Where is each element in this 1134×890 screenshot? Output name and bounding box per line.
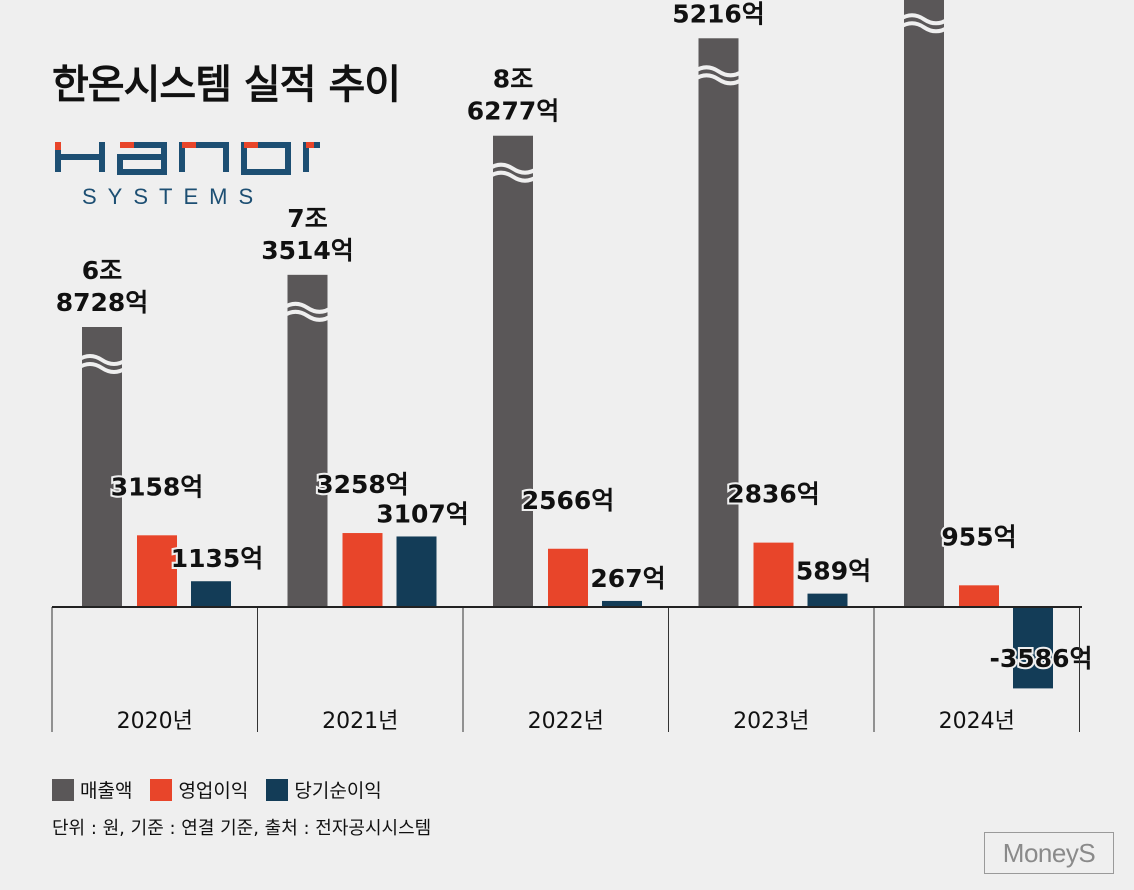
- label-net-2: 267억: [590, 564, 665, 593]
- bar-operating-3: [753, 542, 794, 607]
- label-operating-4: 955억: [941, 522, 1016, 551]
- label-revenue-rest-2: 6277억: [467, 97, 560, 126]
- label-revenue-trillion-1: 7조: [287, 204, 327, 233]
- page-title: 한온시스템 실적 추이: [52, 62, 401, 108]
- category-label-2: 2022년: [528, 709, 604, 734]
- axis-break-mark-0: [76, 354, 128, 374]
- svg-text:SYSTEMS: SYSTEMS: [82, 184, 264, 209]
- bar-operating-2: [548, 548, 588, 607]
- axis-break-mark-4: [898, 13, 950, 34]
- moneys-watermark: MoneyS: [984, 832, 1114, 874]
- bar-operating-0: [137, 535, 177, 607]
- label-revenue-rest-3: 5216억: [672, 0, 765, 28]
- label-operating-0: 3158억: [111, 472, 204, 501]
- label-revenue-trillion-2: 8조: [493, 65, 533, 94]
- legend-item-net: 당기순이익: [266, 776, 382, 803]
- bar-net-2: [602, 600, 642, 607]
- legend-item-revenue: 매출액: [52, 776, 132, 803]
- label-operating-1: 3258억: [316, 470, 409, 499]
- bar-operating-4: [959, 585, 999, 607]
- axis-break-mark-3: [693, 65, 744, 86]
- bar-net-4: [1013, 607, 1053, 689]
- hanon-systems-logo: SYSTEMS: [55, 142, 320, 209]
- legend-swatch-net: [266, 778, 289, 801]
- bar-revenue-3: [698, 38, 739, 607]
- bar-net-3: [807, 593, 848, 607]
- category-label-1: 2021년: [322, 709, 398, 734]
- label-revenue-rest-0: 8728억: [56, 288, 149, 317]
- legend-swatch-revenue: [52, 778, 74, 801]
- axis-break-mark-2: [487, 162, 539, 183]
- legend-swatch-operating: [150, 778, 173, 801]
- label-operating-2: 2566억: [522, 486, 615, 515]
- source-note: 단위 : 원, 기준 : 연결 기준, 출처 : 전자공시시스템: [52, 818, 432, 839]
- legend: 매출액 영업이익 당기순이익: [52, 776, 400, 803]
- category-label-0: 2020년: [117, 709, 193, 734]
- label-net-0: 1135억: [171, 544, 264, 573]
- category-label-4: 2024년: [939, 709, 1015, 734]
- bar-net-1: [396, 536, 437, 607]
- legend-label-operating: 영업이익: [178, 780, 249, 802]
- bar-operating-1: [342, 533, 383, 607]
- bar-revenue-4: [904, 0, 944, 607]
- axis-break-mark-1: [282, 301, 333, 322]
- legend-label-revenue: 매출액: [80, 780, 133, 802]
- bar-revenue-1: [287, 274, 328, 607]
- label-revenue-trillion-0: 6조: [82, 256, 122, 285]
- bar-net-0: [191, 581, 231, 607]
- label-revenue-rest-1: 3514억: [261, 236, 354, 265]
- category-label-3: 2023년: [733, 709, 809, 734]
- label-net-3: 589억: [796, 557, 871, 586]
- label-net-4: -3586억: [990, 644, 1093, 673]
- bar-revenue-2: [493, 135, 533, 608]
- label-operating-3: 2836억: [727, 480, 820, 509]
- legend-label-net: 당기순이익: [294, 780, 382, 802]
- label-net-1: 3107억: [376, 499, 469, 528]
- legend-item-operating: 영업이익: [150, 776, 248, 803]
